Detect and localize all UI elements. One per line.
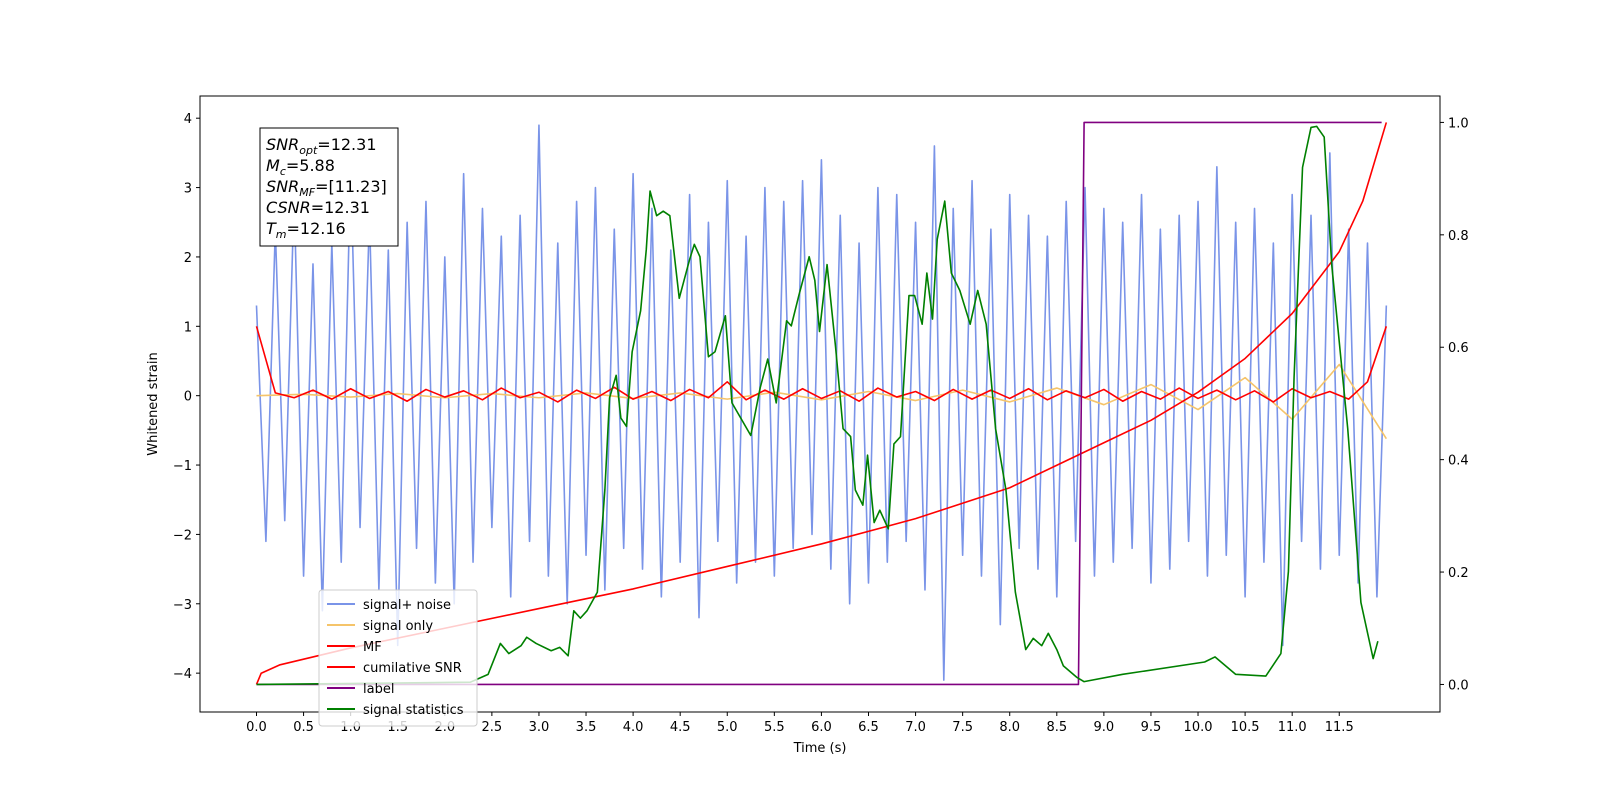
annotation-frame xyxy=(259,127,399,247)
y-tick-label: 4 xyxy=(184,112,192,127)
legend-label: label xyxy=(363,682,394,697)
annotation-value: =[11.23] xyxy=(315,177,387,196)
x-tick-label: 4.5 xyxy=(670,720,691,735)
x-tick-label: 7.0 xyxy=(905,720,926,735)
y-tick-label: −3 xyxy=(173,598,192,613)
series-line xyxy=(255,326,1388,403)
y2-tick-label: 0.6 xyxy=(1448,341,1469,356)
x-tick-label: 2.5 xyxy=(482,720,503,735)
annotation-line: SNRopt=12.31 xyxy=(266,135,377,157)
series-line xyxy=(255,124,1388,681)
annotation-symbol: T xyxy=(266,219,277,238)
x-tick-label: 10.0 xyxy=(1184,720,1213,735)
annotation-box: SNRopt=12.31Mc=5.88SNRMF=[11.23]CSNR=12.… xyxy=(259,127,399,247)
legend-label: signal statistics xyxy=(363,703,464,718)
legend: signal+ noise signal only MF cumilative SNR… xyxy=(318,589,478,727)
annotation-subscript: opt xyxy=(299,144,318,157)
legend-label: MF xyxy=(363,640,382,655)
series-line xyxy=(256,121,1382,686)
x-tick-label: 7.5 xyxy=(952,720,973,735)
x-tick-label: 5.0 xyxy=(717,720,738,735)
x-tick-label: 6.5 xyxy=(858,720,879,735)
x-tick-label: 11.0 xyxy=(1278,720,1307,735)
y2-tick-label: 0.8 xyxy=(1448,229,1469,244)
legend-label: cumilative SNR xyxy=(363,661,462,676)
x-tick-label: 9.0 xyxy=(1094,720,1115,735)
annotation-symbol: CSNR xyxy=(266,198,311,217)
x-tick-label: 5.5 xyxy=(764,720,785,735)
x-tick-label: 8.5 xyxy=(1046,720,1067,735)
y-tick-label: −2 xyxy=(173,528,192,543)
annotation-value: =12.16 xyxy=(287,219,346,238)
y-tick-label: 2 xyxy=(184,251,192,266)
legend-label: signal only xyxy=(363,619,433,634)
x-tick-label: 3.5 xyxy=(576,720,597,735)
x-tick-label: 11.5 xyxy=(1325,720,1354,735)
x-tick-label: 9.5 xyxy=(1141,720,1162,735)
y2-tick-label: 0.4 xyxy=(1448,454,1469,469)
x-tick-label: 3.0 xyxy=(529,720,550,735)
y-tick-label: −4 xyxy=(173,667,192,682)
annotation-line: SNRMF=[11.23] xyxy=(266,177,387,199)
annotation-symbol: SNR xyxy=(266,135,299,154)
y-tick-label: −1 xyxy=(173,459,192,474)
y2-tick-label: 1.0 xyxy=(1448,116,1469,131)
annotation-symbol: M xyxy=(266,156,280,175)
x-tick-label: 0.0 xyxy=(246,720,267,735)
y-axis-label: Whitened strain xyxy=(146,352,161,455)
annotation-value: =12.31 xyxy=(311,198,370,217)
axes-frame xyxy=(199,95,1441,713)
y-tick-label: 3 xyxy=(184,182,192,197)
annotation-value: =5.88 xyxy=(286,156,335,175)
x-tick-label: 8.0 xyxy=(999,720,1020,735)
annotation-line: Tm=12.16 xyxy=(266,219,346,241)
annotation-symbol: SNR xyxy=(266,177,299,196)
series-line xyxy=(256,125,1379,686)
y2-tick-label: 0.2 xyxy=(1448,566,1469,581)
annotation-line: CSNR=12.31 xyxy=(266,198,370,217)
y2-tick-label: 0.0 xyxy=(1448,678,1469,693)
x-tick-label: 6.0 xyxy=(811,720,832,735)
legend-label: signal+ noise xyxy=(363,598,451,613)
x-tick-label: 4.0 xyxy=(623,720,644,735)
x-axis-label: Time (s) xyxy=(793,741,847,756)
x-tick-label: 0.5 xyxy=(293,720,314,735)
legend-frame xyxy=(318,589,478,727)
annotation-value: =12.31 xyxy=(317,135,376,154)
y-tick-label: 1 xyxy=(184,320,192,335)
annotation-subscript: MF xyxy=(299,186,315,199)
y-tick-label: 0 xyxy=(184,390,192,405)
annotation-subscript: c xyxy=(280,165,286,178)
annotation-subscript: m xyxy=(276,228,287,241)
x-tick-label: 10.5 xyxy=(1231,720,1260,735)
annotation-line: Mc=5.88 xyxy=(266,156,335,178)
